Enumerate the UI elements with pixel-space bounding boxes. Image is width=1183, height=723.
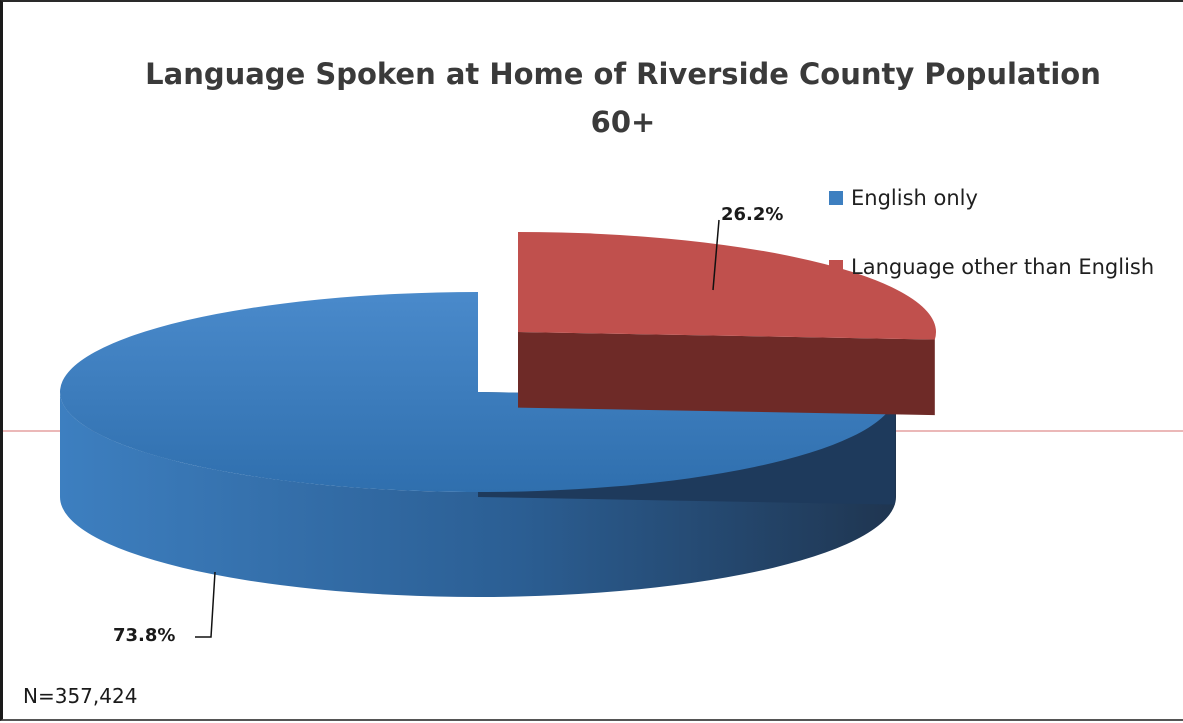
chart-title-line1: Language Spoken at Home of Riverside Cou… [145, 57, 1101, 91]
leader-line-english-only [195, 571, 216, 638]
leader-line-other-language [712, 219, 720, 291]
pie-slice-other-language-cut-face [518, 332, 935, 416]
legend-swatch-other-language [829, 260, 843, 274]
chart-title: Language Spoken at Home of Riverside Cou… [3, 50, 1183, 146]
legend-label-other-language: Language other than English [851, 255, 1155, 279]
legend-swatch-english-only [829, 191, 843, 205]
pie-slice-english-only [59, 292, 895, 492]
legend-item-other-language: Language other than English [829, 253, 1154, 281]
data-label-other-language: 26.2% [721, 204, 784, 225]
legend-label-english-only: English only [851, 186, 978, 210]
pie-chart [59, 219, 937, 638]
sample-size-note: N=357,424 [23, 684, 138, 708]
legend: English only Language other than English [829, 184, 1154, 322]
data-label-english-only: 73.8% [113, 625, 176, 646]
chart-title-line2: 60+ [590, 105, 656, 139]
legend-item-english-only: English only [829, 184, 1154, 212]
pie-slice-other-language [518, 232, 937, 340]
